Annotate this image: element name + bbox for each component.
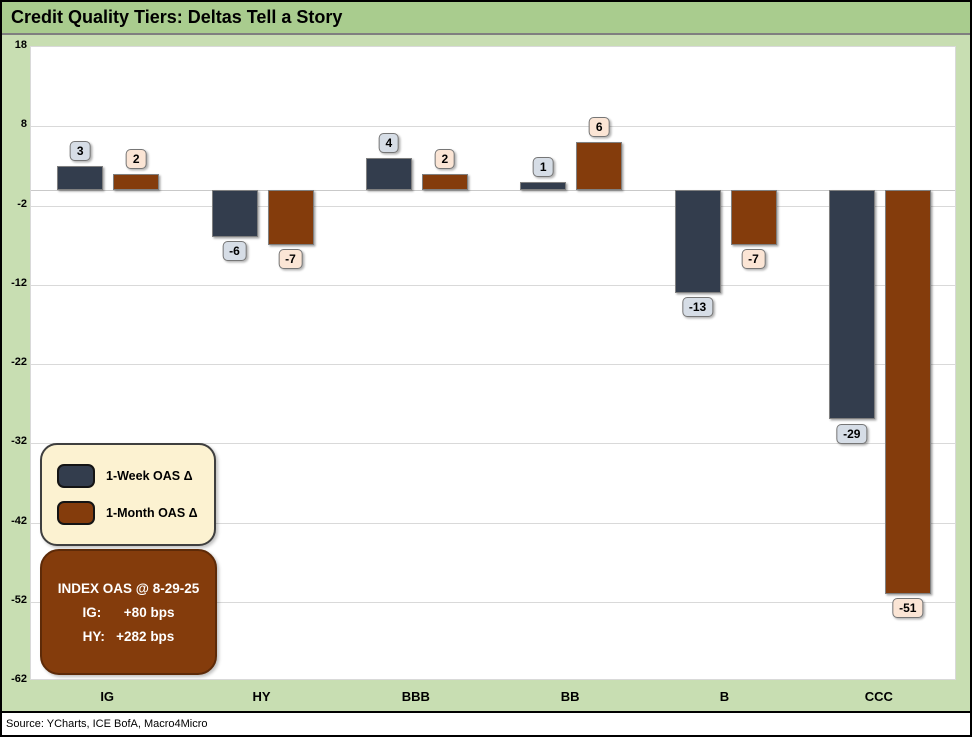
month-bar-b xyxy=(730,189,777,246)
bar-value-label: -6 xyxy=(222,241,247,262)
bar-value-label: 4 xyxy=(378,133,400,153)
y-axis-tick-label: -42 xyxy=(11,514,27,527)
bar-value-label: 6 xyxy=(588,117,610,138)
bar-value-label: -7 xyxy=(278,249,303,270)
chart-title-band: Credit Quality Tiers: Deltas Tell a Stor… xyxy=(2,2,970,35)
legend-label-week: 1-Week OAS Δ xyxy=(106,469,193,483)
gridline xyxy=(31,126,955,128)
y-axis-tick-label: -52 xyxy=(11,593,27,606)
month-bar-bb xyxy=(576,142,623,190)
month-bar-ccc xyxy=(884,189,931,594)
month-bar-hy xyxy=(267,189,314,246)
month-bar-bbb xyxy=(421,173,468,190)
x-axis-category-label: BB xyxy=(560,689,580,704)
x-axis-category-label: BBB xyxy=(401,689,430,704)
x-axis-category-label: CCC xyxy=(864,689,893,704)
legend-box: 1-Week OAS Δ 1-Month OAS Δ xyxy=(40,443,216,546)
bar-value-label: 2 xyxy=(434,148,456,169)
bar-value-label: -7 xyxy=(741,249,766,270)
y-axis-tick-label: -12 xyxy=(11,276,27,289)
index-oas-annotation-box: INDEX OAS @ 8-29-25 IG: +80 bps HY: +282… xyxy=(40,549,217,675)
legend-item-week: 1-Week OAS Δ xyxy=(57,464,214,488)
source-bar: Source: YCharts, ICE BofA, Macro4Micro xyxy=(2,711,970,735)
bar-value-label: 3 xyxy=(69,140,91,161)
gridline xyxy=(31,284,955,286)
zero-baseline xyxy=(31,189,955,191)
week-bar-b xyxy=(674,189,721,293)
y-axis-tick-label: -32 xyxy=(11,435,27,448)
gridline xyxy=(31,443,955,445)
y-axis-tick-label: 18 xyxy=(14,39,27,51)
index-oas-title: INDEX OAS @ 8-29-25 xyxy=(57,580,200,596)
gridline xyxy=(31,205,955,207)
x-axis-category-label: B xyxy=(719,689,730,704)
gridline xyxy=(31,364,955,365)
week-bar-ccc xyxy=(828,189,875,420)
y-axis-tick-label: -2 xyxy=(17,197,27,210)
y-axis-tick-label: -62 xyxy=(11,673,27,685)
gridline xyxy=(31,522,955,524)
x-axis-category-label: HY xyxy=(252,689,271,704)
y-axis-tick-label: 8 xyxy=(20,118,27,131)
week-bar-bb xyxy=(520,181,567,190)
week-series-swatch xyxy=(57,464,95,488)
month-series-swatch xyxy=(57,501,95,525)
source-text: Source: YCharts, ICE BofA, Macro4Micro xyxy=(6,718,208,730)
gridline xyxy=(31,601,955,603)
bar-value-label: 1 xyxy=(532,156,554,177)
bar-value-label: -13 xyxy=(681,296,714,317)
month-bar-ig xyxy=(113,173,160,190)
bar-value-label: -51 xyxy=(892,597,924,618)
chart-title: Credit Quality Tiers: Deltas Tell a Stor… xyxy=(11,7,343,27)
bar-value-label: 2 xyxy=(125,148,147,169)
index-oas-ig-line: IG: +80 bps xyxy=(82,604,175,620)
y-axis-tick-label: -22 xyxy=(11,356,27,368)
week-bar-ig xyxy=(57,165,104,190)
week-bar-hy xyxy=(211,189,258,238)
index-oas-hy-line: HY: +282 bps xyxy=(82,628,175,644)
legend-label-month: 1-Month OAS Δ xyxy=(106,506,198,520)
x-axis-category-label: IG xyxy=(100,689,115,704)
bar-value-label: -29 xyxy=(836,423,868,444)
week-bar-bbb xyxy=(365,158,412,190)
legend-item-month: 1-Month OAS Δ xyxy=(57,501,214,525)
